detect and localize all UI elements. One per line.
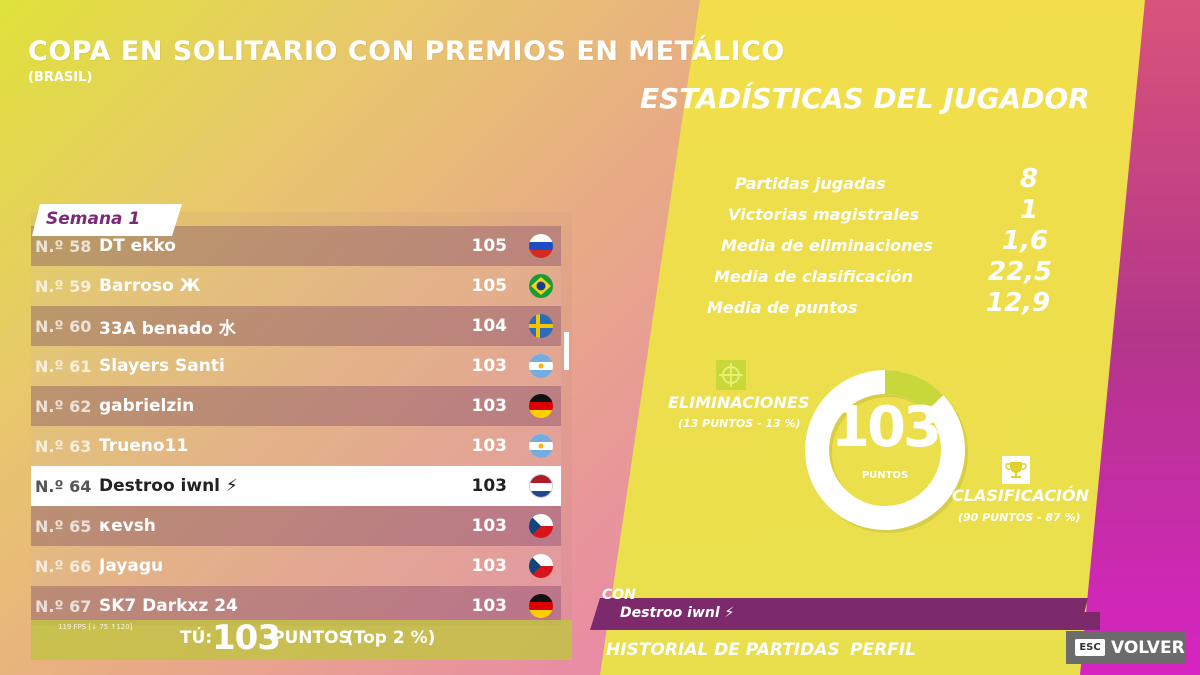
points-donut-chart <box>805 370 968 533</box>
your-percentile: (Top 2 %) <box>346 628 436 648</box>
stat-value-avg-placement: 22,5 <box>988 257 1053 287</box>
party-member-name: Destroo iwnl ⚡︎ <box>620 605 735 621</box>
leaderboard-row[interactable]: N.º 66 Jayagu 103 <box>31 546 561 586</box>
party-label: CON <box>602 587 636 603</box>
leaderboard-row-selected[interactable]: N.º 64 Destroo iwnl ⚡︎ 103 <box>31 466 561 506</box>
total-points: 103 <box>831 395 942 460</box>
row-rank: N.º 60 <box>35 316 92 336</box>
party-banner <box>590 598 1088 630</box>
stat-label-avg-placement: Media de clasificación <box>714 267 913 286</box>
row-points: 103 <box>471 356 508 376</box>
stat-value-avg-points: 12,9 <box>986 288 1051 318</box>
stat-value-matches: 8 <box>1020 164 1039 194</box>
row-player-name: Jayagu <box>99 556 164 576</box>
row-rank: N.º 64 <box>35 476 92 496</box>
czech-flag-icon <box>529 554 553 578</box>
crosshair-icon <box>716 360 746 390</box>
row-points: 103 <box>471 556 508 576</box>
stat-value-avg-elims: 1,6 <box>1002 226 1049 256</box>
row-player-name: κevsh <box>99 516 156 536</box>
leaderboard-row[interactable]: N.º 61 Slayers Santi 103 <box>31 346 561 386</box>
stat-value-wins: 1 <box>1020 195 1039 225</box>
esc-key-icon: ESC <box>1075 639 1105 656</box>
row-rank: N.º 62 <box>35 396 92 416</box>
your-label: TÚ: <box>180 628 213 648</box>
row-player-name: gabrielzin <box>99 396 195 416</box>
row-player-name: Slayers Santi <box>99 356 225 376</box>
russia-flag-icon <box>529 234 553 258</box>
argentina-flag-icon <box>529 434 553 458</box>
leaderboard-row[interactable]: N.º 67 SK7 Darkxz 24 103 <box>31 586 561 626</box>
row-rank: N.º 65 <box>35 516 92 536</box>
eliminations-title: ELIMINACIONES <box>668 393 810 412</box>
row-rank: N.º 61 <box>35 356 92 376</box>
row-points: 105 <box>471 276 508 296</box>
row-points: 103 <box>471 476 508 496</box>
stats-title: ESTADÍSTICAS DEL JUGADOR <box>640 82 1090 115</box>
week-tab[interactable]: Semana 1 <box>32 204 182 236</box>
row-player-name: Trueno11 <box>99 436 189 456</box>
leaderboard-row[interactable]: N.º 62 gabrielzin 103 <box>31 386 561 426</box>
placement-subtitle: (90 PUNTOS - 87 %) <box>958 511 1081 524</box>
your-score-unit: PUNTOS <box>272 628 351 648</box>
row-points: 103 <box>471 436 508 456</box>
row-rank: N.º 67 <box>35 596 92 616</box>
stat-label-wins: Victorias magistrales <box>728 205 920 224</box>
tab-match-history[interactable]: HISTORIAL DE PARTIDAS <box>606 640 840 660</box>
argentina-flag-icon <box>529 354 553 378</box>
back-button-label: VOLVER <box>1111 637 1185 658</box>
leaderboard-row[interactable]: N.º 59 Barroso Ж 105 <box>31 266 561 306</box>
stat-label-avg-elims: Media de eliminaciones <box>721 236 933 255</box>
row-player-name: Destroo iwnl ⚡︎ <box>99 476 238 496</box>
trophy-icon <box>1002 456 1030 484</box>
netherlands-flag-icon <box>529 474 553 498</box>
page-title: COPA EN SOLITARIO CON PREMIOS EN METÁLIC… <box>28 36 785 67</box>
row-rank: N.º 59 <box>35 276 92 296</box>
czech-flag-icon <box>529 514 553 538</box>
donut-eliminations-arc <box>805 370 965 530</box>
back-button[interactable]: ESC VOLVER <box>1066 631 1186 664</box>
row-player-name: 33A benado 水 <box>99 318 236 339</box>
party-banner-accent <box>1064 612 1100 630</box>
row-points: 103 <box>471 596 508 616</box>
region-label: (BRASIL) <box>28 70 93 85</box>
row-points: 104 <box>471 316 508 336</box>
row-rank: N.º 66 <box>35 556 92 576</box>
sweden-flag-icon <box>529 314 553 338</box>
tab-profile[interactable]: PERFIL <box>850 640 916 660</box>
row-points: 103 <box>471 396 508 416</box>
stat-label-avg-points: Media de puntos <box>707 298 858 317</box>
leaderboard-row[interactable]: N.º 63 Trueno11 103 <box>31 426 561 466</box>
row-player-name: DT ekko <box>99 236 176 256</box>
your-score: 103 <box>212 618 281 658</box>
fps-counter: 119 FPS [↓ 75 ↑120] <box>58 623 133 631</box>
placement-title: CLASIFICACIÓN <box>952 486 1089 505</box>
row-rank: N.º 58 <box>35 236 92 256</box>
leaderboard: N.º 58 DT ekko 105 N.º 59 Barroso Ж 105 … <box>31 212 572 660</box>
row-player-name: Barroso Ж <box>99 276 201 296</box>
germany-flag-icon <box>529 594 553 618</box>
row-rank: N.º 63 <box>35 436 92 456</box>
brazil-flag-icon <box>529 274 553 298</box>
your-score-bar <box>31 620 572 660</box>
leaderboard-row[interactable]: N.º 60 33A benado 水 104 <box>31 306 561 346</box>
leaderboard-scrollbar[interactable] <box>564 332 569 370</box>
germany-flag-icon <box>529 394 553 418</box>
row-points: 105 <box>471 236 508 256</box>
total-points-unit: PUNTOS <box>861 470 909 481</box>
row-player-name: SK7 Darkxz 24 <box>99 596 238 616</box>
row-points: 103 <box>471 516 508 536</box>
eliminations-subtitle: (13 PUNTOS - 13 %) <box>678 417 801 430</box>
leaderboard-row[interactable]: N.º 65 κevsh 103 <box>31 506 561 546</box>
stat-label-matches: Partidas jugadas <box>735 174 886 193</box>
